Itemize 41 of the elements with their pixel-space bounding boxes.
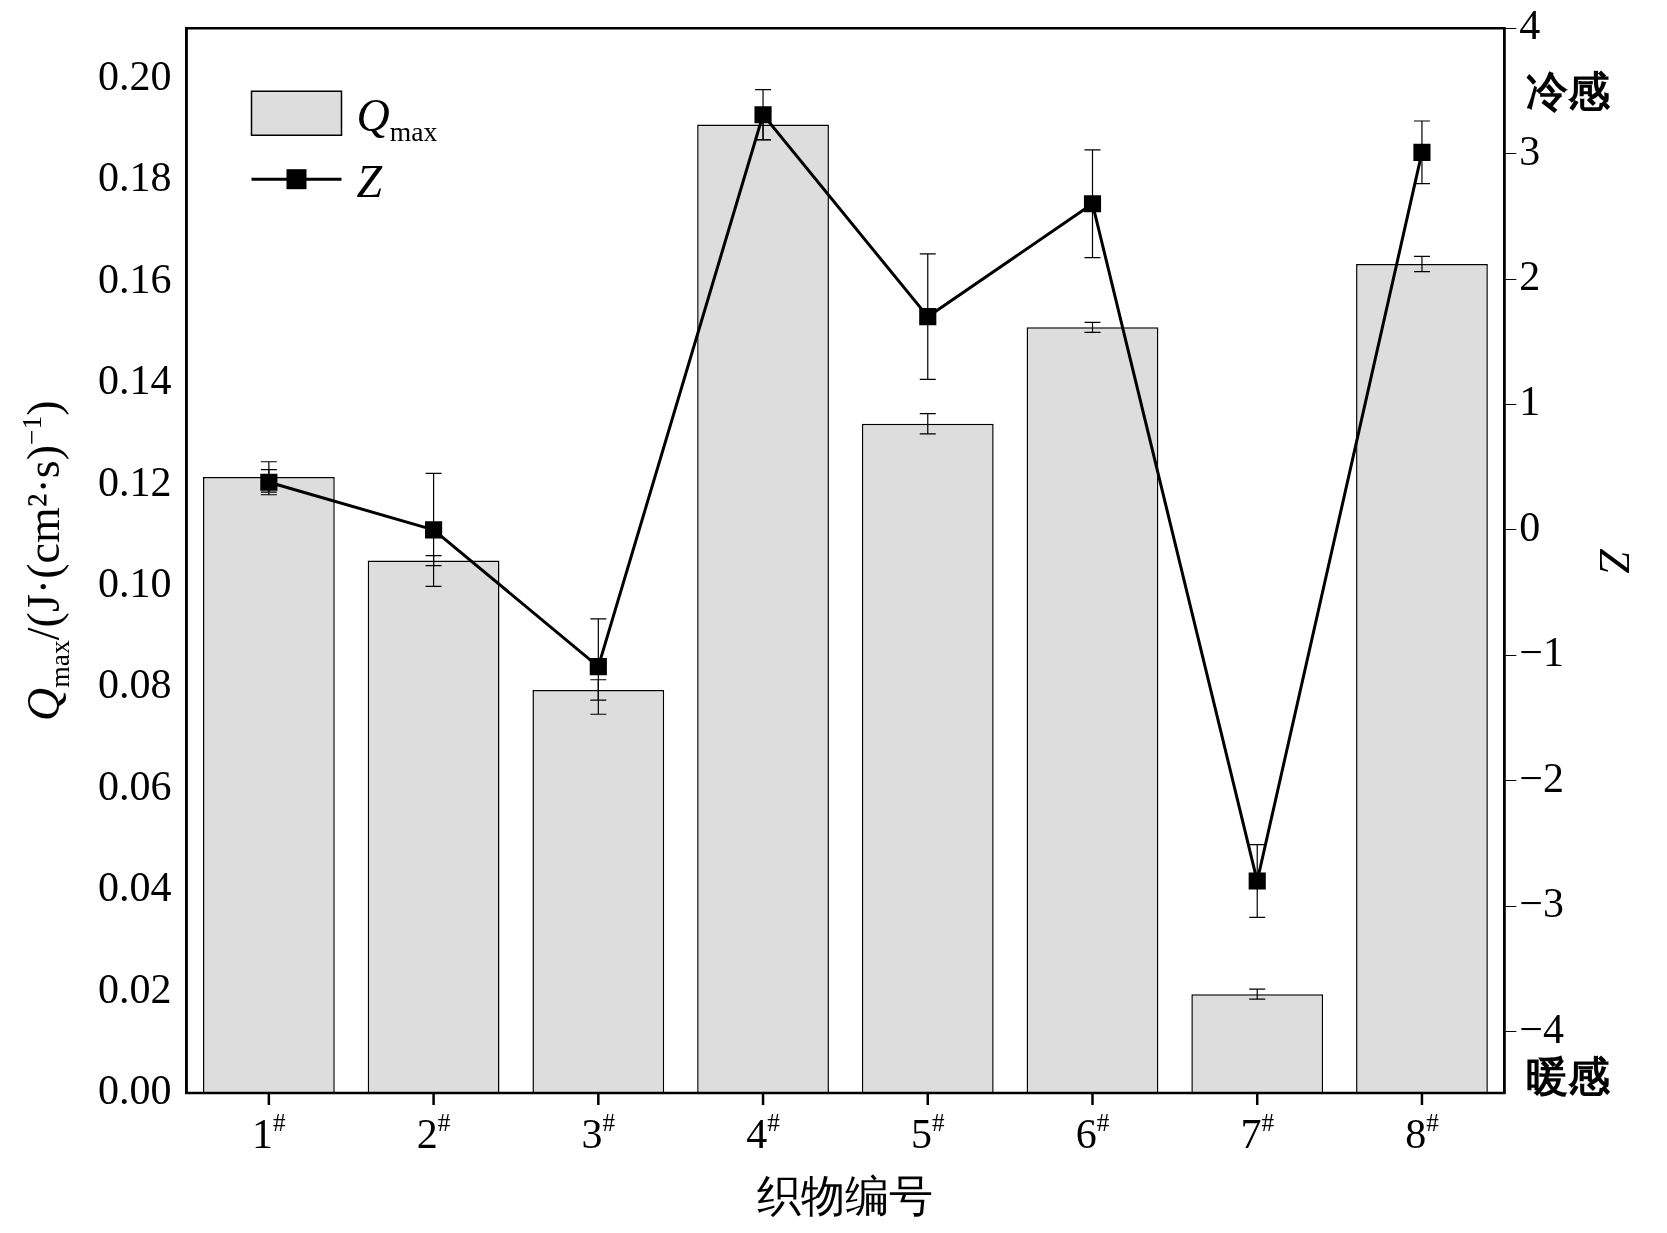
x-tick-label: 8# — [1405, 1109, 1440, 1157]
x-tick-label: 1# — [252, 1109, 287, 1157]
x-tick-label: 2# — [416, 1109, 451, 1157]
y-tick-label: 0.14 — [98, 357, 172, 404]
point — [919, 308, 937, 326]
y2-tick-label: 2 — [1519, 253, 1541, 300]
x-tick-label: 4# — [746, 1109, 781, 1157]
y-tick-label: 0.18 — [98, 154, 172, 201]
point — [1413, 143, 1431, 161]
x-tick-label: 7# — [1240, 1109, 1275, 1157]
y2-tick-label: −3 — [1519, 880, 1564, 927]
y-tick-label: 0.10 — [98, 559, 172, 606]
y-tick-label: 0.12 — [98, 458, 172, 505]
y-tick-label: 0.08 — [98, 661, 172, 708]
y-tick-label: 0.04 — [98, 864, 172, 911]
y2-tick-label: −1 — [1519, 629, 1564, 676]
text: 冷感 — [1526, 67, 1612, 117]
point — [425, 521, 443, 539]
y-tick-label: 0.06 — [98, 762, 172, 809]
y2-tick-label: 3 — [1519, 127, 1541, 174]
y2-tick-label: 0 — [1519, 503, 1541, 550]
x-tick-label: 3# — [581, 1109, 616, 1157]
y2-tick-label: 4 — [1519, 2, 1541, 49]
x-tick-label: 5# — [910, 1109, 945, 1157]
text: 暖感 — [1526, 1052, 1612, 1101]
y-tick-label: 0.20 — [98, 52, 172, 99]
x-axis-title: 织物编号 — [757, 1170, 934, 1221]
y-tick-label: 0.02 — [98, 965, 172, 1012]
point — [589, 658, 607, 676]
legend-label: Z — [356, 156, 383, 208]
x-tick-label: 6# — [1075, 1109, 1110, 1157]
point — [1248, 872, 1266, 890]
point — [1083, 195, 1102, 213]
point — [754, 106, 772, 124]
y2-tick-label: −2 — [1519, 754, 1564, 801]
y2-tick-label: −4 — [1519, 1005, 1564, 1052]
y-axis-title: Qmax/(J·(cm²·s)−1) — [15, 400, 76, 721]
y2-tick-label: 1 — [1519, 378, 1541, 425]
y-tick-label: 0.16 — [98, 255, 172, 302]
y-tick-label: 0.00 — [98, 1067, 172, 1114]
y2-axis-title: Z — [1590, 548, 1640, 574]
